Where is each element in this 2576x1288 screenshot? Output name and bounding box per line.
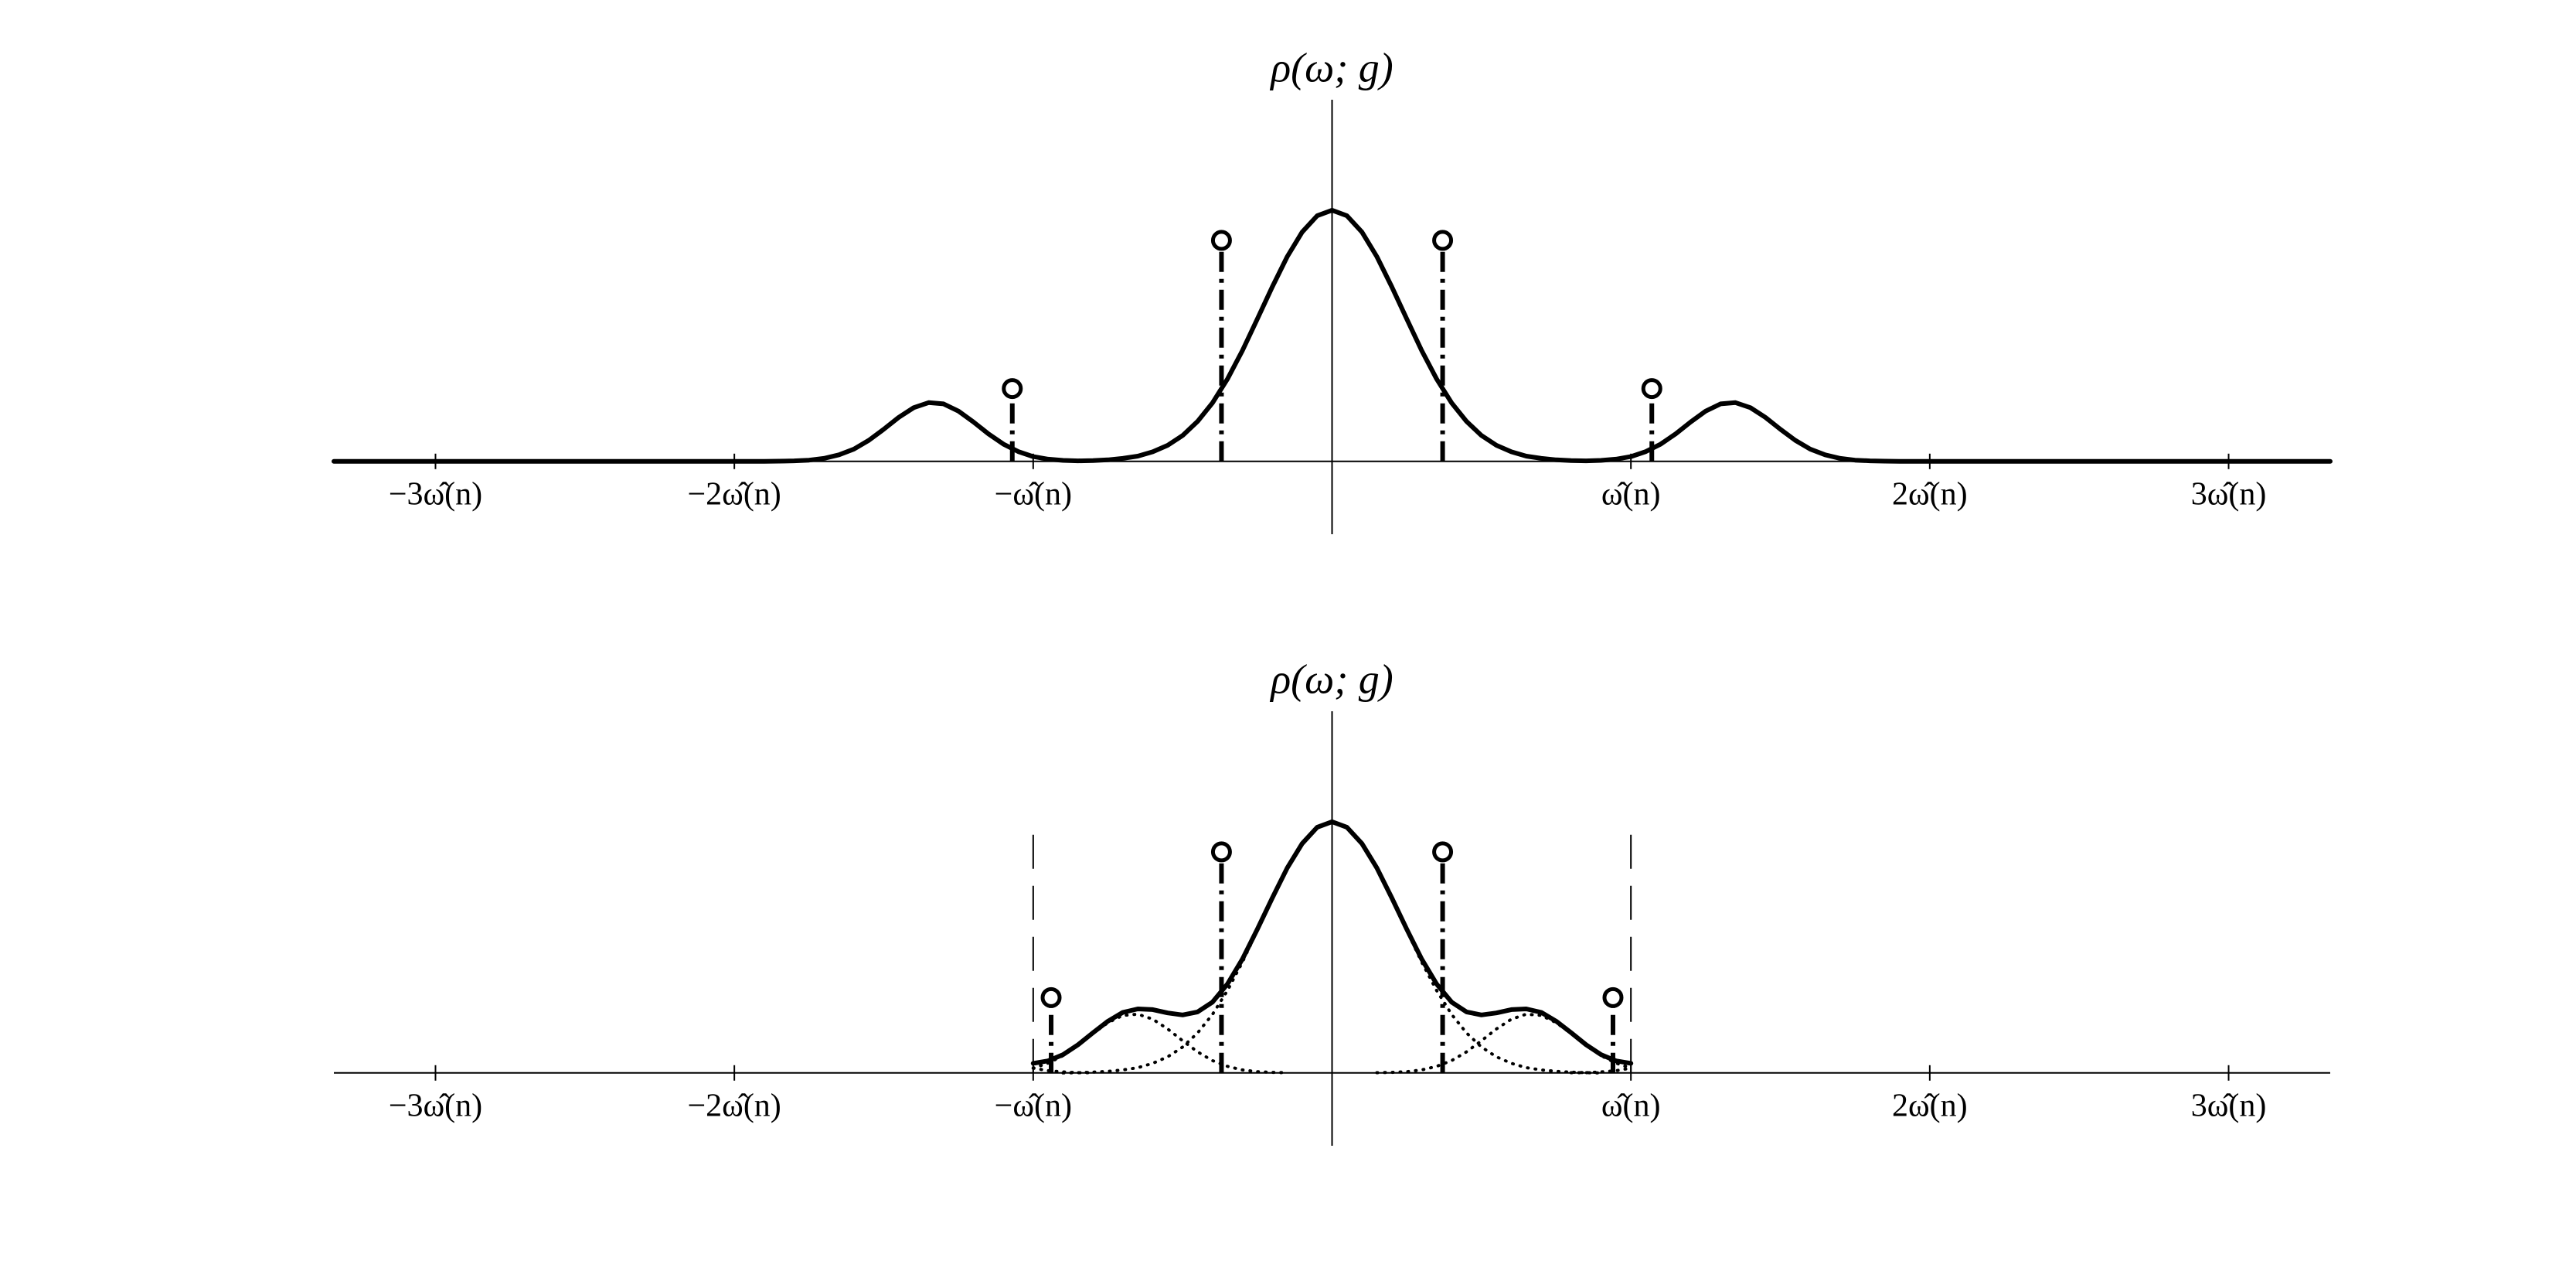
stem-marker (1432, 230, 1454, 251)
x-tick-label: ω̂(n) (1601, 1088, 1661, 1123)
x-tick-label: −3ω̂(n) (389, 1088, 482, 1123)
component-curve (1375, 1012, 1633, 1075)
x-tick-label: 3ω̂(n) (2191, 476, 2267, 512)
density-curve (332, 207, 2333, 464)
x-tick-label: 2ω̂(n) (1892, 1088, 1968, 1123)
stem-marker (1432, 841, 1454, 863)
x-tick-label: −3ω̂(n) (389, 476, 482, 512)
component-curve (1031, 1066, 1095, 1075)
x-tick-label: −2ω̂(n) (687, 1088, 781, 1123)
stem-marker (1040, 986, 1062, 1008)
density-curve (1030, 819, 1634, 1066)
x-tick-label: −2ω̂(n) (687, 476, 781, 512)
stem-marker (1210, 230, 1232, 251)
y-axis-label: ρ(ω; g) (1269, 44, 1393, 90)
x-tick-label: ω̂(n) (1601, 476, 1661, 512)
component-curve (1061, 819, 1603, 1075)
stem-marker (1602, 986, 1624, 1008)
component-curve (1569, 1066, 1633, 1075)
x-tick-label: 2ω̂(n) (1892, 476, 1968, 512)
y-axis-label: ρ(ω; g) (1269, 656, 1393, 702)
stem-marker (1210, 841, 1232, 863)
stem-marker (1641, 378, 1662, 400)
component-curve (1031, 1012, 1289, 1075)
stem-marker (1002, 378, 1023, 400)
x-tick-label: 3ω̂(n) (2191, 1088, 2267, 1123)
x-tick-label: −ω̂(n) (995, 476, 1072, 512)
x-tick-label: −ω̂(n) (995, 1088, 1072, 1123)
